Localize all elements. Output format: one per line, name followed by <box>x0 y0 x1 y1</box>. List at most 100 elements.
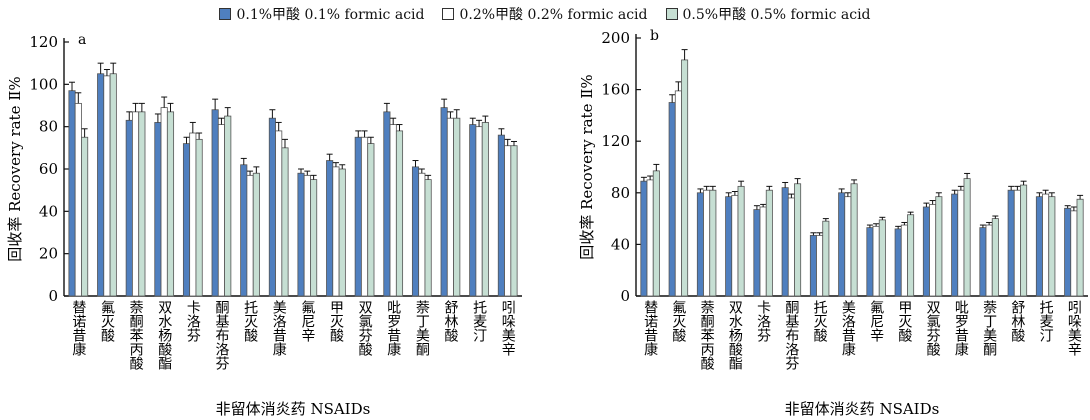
y-tick-label: 40 <box>611 235 630 253</box>
bar-2-15 <box>1042 193 1050 297</box>
y-tick-label: 0 <box>48 287 58 305</box>
bar-3-12 <box>395 130 404 297</box>
bar-2-8 <box>844 196 852 297</box>
bar-2-5 <box>759 206 767 297</box>
bar-2-6 <box>217 124 225 297</box>
bar-1-7 <box>809 234 817 297</box>
bar-1-1 <box>640 180 648 297</box>
bar-2-4 <box>160 107 168 297</box>
x-tick-label: 吲哚美辛 <box>1066 300 1082 356</box>
x-tick-label: 托麦汀 <box>471 300 487 342</box>
bar-2-14 <box>446 117 454 297</box>
x-tick-label: 托麦汀 <box>1038 300 1054 342</box>
x-tick-label: 舒林酸 <box>442 300 458 342</box>
x-tick-label: 萘丁美酮 <box>981 300 997 356</box>
x-tick-label: 托灭酸 <box>812 300 828 342</box>
bar-2-7 <box>246 174 254 297</box>
x-tick-label: 双水杨酸酯 <box>727 300 743 370</box>
x-tick-label: 氟灭酸 <box>99 300 115 342</box>
bar-3-9 <box>878 219 886 297</box>
bar-1-11 <box>922 206 930 297</box>
x-tick-label: 萘酮苯丙酸 <box>699 300 715 370</box>
panel-label: b <box>650 28 659 44</box>
bar-3-5 <box>765 189 773 297</box>
legend-swatch-1 <box>219 8 232 20</box>
x-tick-label: 氟灭酸 <box>670 300 686 342</box>
bar-1-6 <box>781 187 789 297</box>
y-axis-label: 回收率 Recovery rate Ⅱ% <box>6 76 24 261</box>
bar-2-16 <box>504 145 512 297</box>
chart-panel-a: 0 20 40 60 80 100 120 a 替诺昔康 氟灭酸 萘酮苯丙酸 双水杨酸酯 卡洛芬 酮基布洛… <box>6 32 522 418</box>
bar-3-15 <box>481 122 489 297</box>
bar-1-5 <box>753 209 761 297</box>
bar-2-11 <box>361 136 369 297</box>
bar-1-15 <box>469 124 477 297</box>
bar-2-11 <box>929 204 937 297</box>
y-tick-label: 100 <box>29 75 58 93</box>
bar-1-1 <box>68 90 76 297</box>
bar-3-2 <box>681 59 689 297</box>
y-tick-label: 120 <box>29 33 58 51</box>
x-tick-label: 氟尼辛 <box>868 300 884 342</box>
x-tick-label: 替诺昔康 <box>642 300 658 356</box>
bar-3-4 <box>737 185 745 297</box>
legend-swatch-3 <box>665 8 678 20</box>
bar-1-3 <box>696 192 704 297</box>
x-tick-label: 萘酮苯丙酸 <box>128 300 144 370</box>
bar-2-1 <box>646 179 654 297</box>
bar-2-15 <box>475 126 483 297</box>
bar-3-11 <box>935 196 943 297</box>
legend-item-2: 0.2%甲酸 0.2% formic acid <box>442 4 648 24</box>
y-tick-label: 60 <box>39 160 58 178</box>
bar-2-7 <box>816 234 824 297</box>
bar-2-4 <box>731 194 739 297</box>
x-tick-label: 托灭酸 <box>242 300 258 342</box>
y-tick-label: 120 <box>601 132 630 150</box>
bar-3-10 <box>338 168 346 297</box>
bar-3-5 <box>195 138 203 297</box>
bar-1-10 <box>894 228 902 297</box>
bar-2-10 <box>900 224 908 297</box>
x-tick-label: 吲哚美辛 <box>500 300 516 356</box>
bar-1-10 <box>326 160 334 297</box>
bar-1-12 <box>383 111 391 297</box>
bar-2-8 <box>275 130 283 297</box>
bar-3-8 <box>281 147 289 297</box>
bar-2-5 <box>189 132 197 297</box>
x-tick-label: 替诺昔康 <box>70 300 86 356</box>
x-tick-label: 卡洛芬 <box>185 300 201 343</box>
y-tick-label: 0 <box>620 287 630 305</box>
x-tick-label: 美洛昔康 <box>840 300 856 356</box>
bar-3-9 <box>310 179 318 297</box>
bar-1-2 <box>97 73 105 297</box>
y-axis-label: 回收率 Recovery rate Ⅱ% <box>578 74 596 259</box>
bar-1-3 <box>125 119 133 297</box>
x-tick-label: 酮基布洛芬 <box>783 300 799 371</box>
panel-label: a <box>78 32 86 48</box>
x-axis-label: 非留体消炎药 NSAIDs <box>785 400 940 418</box>
legend-item-1: 0.1%甲酸 0.1% formic acid <box>219 4 424 24</box>
bar-3-13 <box>424 179 432 297</box>
bar-1-9 <box>297 172 305 297</box>
bar-1-5 <box>182 143 191 297</box>
bar-3-10 <box>907 214 915 297</box>
bar-1-2 <box>668 102 676 297</box>
bar-3-13 <box>991 218 999 297</box>
bar-2-16 <box>1070 210 1078 297</box>
bar-2-10 <box>332 166 340 297</box>
x-tick-label: 甲灭酸 <box>896 300 912 342</box>
x-tick-label: 双水杨酸酯 <box>156 300 172 370</box>
bar-1-16 <box>497 134 505 297</box>
y-tick-label: 80 <box>611 184 630 202</box>
bar-2-1 <box>74 102 82 297</box>
x-tick-label: 氟尼辛 <box>299 300 315 342</box>
bar-1-8 <box>268 117 276 297</box>
bar-3-1 <box>81 136 89 297</box>
x-tick-label: 萘丁美酮 <box>414 300 430 356</box>
bar-1-14 <box>440 107 448 297</box>
bar-2-9 <box>872 225 880 297</box>
x-tick-label: 吡罗昔康 <box>953 300 969 356</box>
x-tick-label: 吡罗昔康 <box>385 300 401 356</box>
bar-2-9 <box>303 174 311 297</box>
